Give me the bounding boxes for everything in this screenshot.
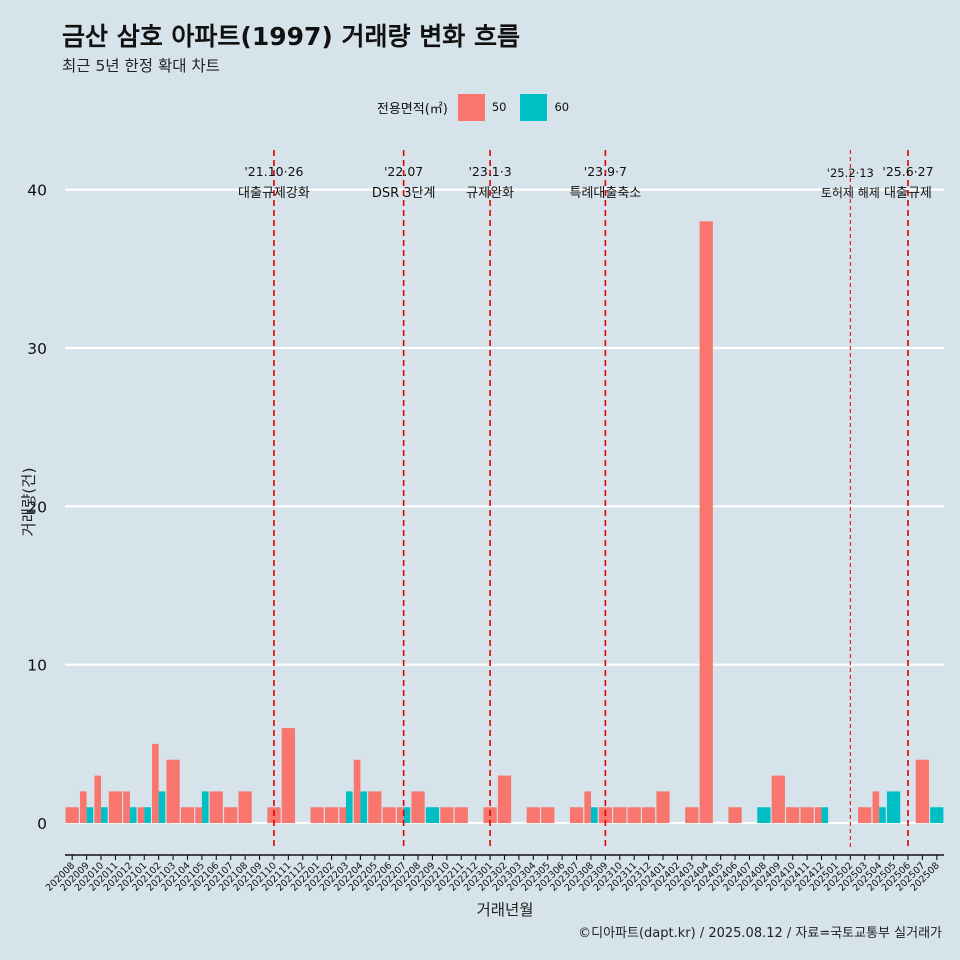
annotation-label-202506: 대출규제 [884,186,932,201]
y-axis-title: 거래량(건) [20,467,38,537]
y-tick-label: 10 [27,657,47,675]
legend-label-60: 60 [554,100,570,114]
legend-swatch-60 [520,93,548,121]
annotation-date-202301: '23.1·3 [468,164,511,179]
y-tick-label: 20 [27,498,47,516]
bar-202412-60 [821,807,829,824]
x-axis-title: 거래년월 [476,901,534,919]
bar-202310-50 [613,807,627,824]
annotation-date-202309: '23.9·7 [584,164,627,179]
bar-202012-50 [123,791,130,824]
bar-202102-60 [158,791,166,824]
bar-202304-50 [526,807,540,824]
bar-202203-50 [339,807,346,824]
bar-202102-50 [152,743,159,824]
chart-title: 금산 삼호 아파트(1997) 거래량 변화 흐름 [62,22,520,51]
legend-swatch-50 [457,93,485,121]
bar-202103-50 [166,759,180,824]
bar-202105-60 [201,791,209,824]
y-tick-label: 40 [27,182,47,200]
bar-202410-50 [786,807,800,824]
bar-202210-50 [440,807,454,824]
bar-202305-50 [541,807,555,824]
bar-202208-50 [411,791,425,824]
y-tick-label: 0 [37,815,47,833]
bar-202404-50 [699,221,713,824]
bar-202412-50 [814,807,822,824]
bar-202302-50 [497,775,512,824]
annotation-label-202309: 특례대출축소 [569,186,641,201]
bar-202205-50 [368,791,382,824]
bar-202307-50 [569,807,584,824]
bar-202504-50 [872,791,880,824]
bar-202308-60 [590,807,598,824]
bar-202408-60 [757,807,771,824]
bar-202101-50 [137,807,145,824]
bar-202107-50 [224,807,238,824]
bar-202202-50 [324,807,339,824]
y-tick-label: 30 [27,340,47,358]
bar-202106-50 [209,791,223,824]
bar-202504-60 [879,807,886,824]
annotation-date-202506: '25.6·27 [882,164,933,179]
legend-item-50: 50 [457,93,513,121]
annotation-label-202502: 토허제 해제 [821,186,880,200]
annotations: '21.10·26 대출규제강화 '22.07 DSR 3단계 '23.1·3 규제완화 '… [238,150,934,850]
annotation-label-202207: DSR 3단계 [372,186,436,201]
bar-202012-60 [129,807,137,824]
bar-202409-50 [771,775,785,824]
bar-202207-60 [403,807,411,824]
legend-title: 전용면적(㎡) [376,101,448,117]
bar-202507-50 [915,759,930,824]
bar-202101-60 [144,807,151,824]
bar-202401-50 [656,791,670,824]
annotation-date-202502: '25.2·13 [827,166,874,180]
chart-subtitle: 최근 5년 한정 확대 차트 [62,57,220,75]
bar-202009-60 [86,807,94,824]
annotation-label-202301: 규제완화 [466,186,514,201]
bar-202009-50 [79,791,87,824]
bar-202105-50 [195,807,202,824]
bar-202204-60 [360,791,368,824]
bar-202312-50 [641,807,656,824]
annotation-date-202110: '21.10·26 [244,164,303,179]
bar-202104-50 [180,807,195,824]
legend-item-60: 60 [520,93,575,121]
bar-202207-50 [397,807,404,824]
annotation-date-202207: '22.07 [384,164,423,179]
legend-label-50: 50 [491,100,507,114]
bar-202411-50 [800,807,814,824]
bar-202204-50 [353,759,361,824]
bar-202203-60 [345,791,353,824]
bar-202111-50 [281,728,295,824]
bar-202403-50 [685,807,699,824]
caption: ©디아파트(dapt.kr) / 2025.08.12 / 자료=국토교통부 실… [578,926,942,941]
bar-202406-50 [728,807,742,824]
bar-202308-50 [584,791,591,824]
bar-202209-60 [425,807,440,824]
bar-202108-50 [238,791,252,824]
annotation-label-202110: 대출규제강화 [238,186,310,201]
bar-202010-60 [101,807,108,824]
bar-202010-50 [94,775,102,824]
bar-202211-50 [454,807,468,824]
bar-202503-50 [858,807,872,824]
legend: 전용면적(㎡) 50 60 [0,93,960,121]
bar-202206-50 [382,807,396,824]
gridlines [65,188,944,825]
bar-202008-50 [65,807,79,824]
bar-202311-50 [627,807,641,824]
axes: 0102030402020082020092020102020112020122… [27,182,944,894]
bar-202505-60 [886,791,901,824]
bar-202011-50 [108,791,123,824]
bar-202201-50 [310,807,324,824]
bar-202508-60 [930,807,944,824]
bars [65,221,944,824]
